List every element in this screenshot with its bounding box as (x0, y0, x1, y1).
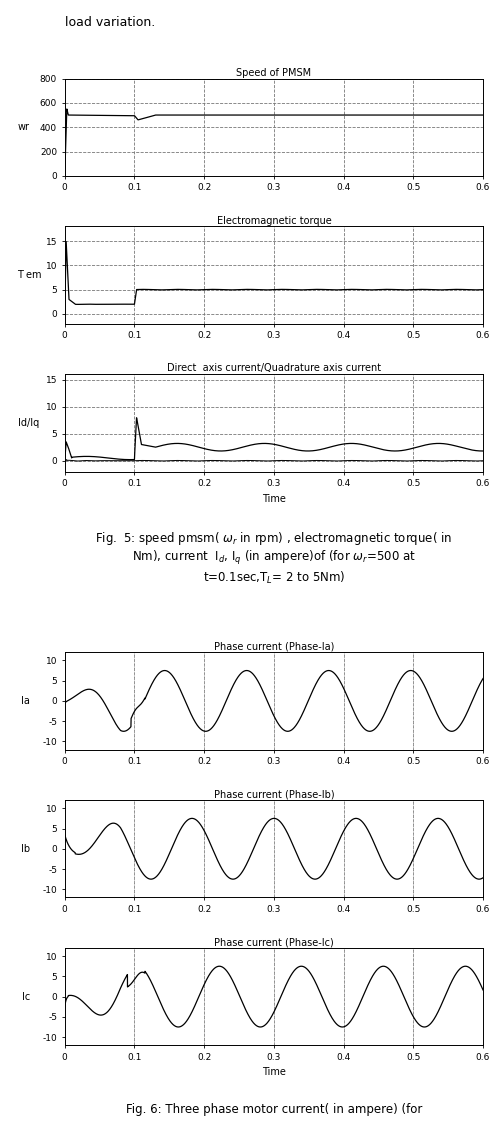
Y-axis label: Ib: Ib (21, 844, 30, 854)
Title: Speed of PMSM: Speed of PMSM (237, 68, 311, 78)
Y-axis label: Ic: Ic (21, 992, 30, 1002)
Text: Fig. 6: Three phase motor current( in ampere) (for: Fig. 6: Three phase motor current( in am… (125, 1102, 422, 1116)
Title: Electromagnetic torque: Electromagnetic torque (217, 215, 331, 226)
Text: load variation.: load variation. (65, 16, 155, 29)
Y-axis label: wr: wr (17, 122, 29, 132)
Title: Phase current (Phase-Ic): Phase current (Phase-Ic) (214, 937, 334, 948)
Title: Direct  axis current/Quadrature axis current: Direct axis current/Quadrature axis curr… (167, 363, 381, 373)
Title: Phase current (Phase-Ia): Phase current (Phase-Ia) (214, 642, 334, 652)
Y-axis label: T em: T em (17, 270, 41, 280)
Title: Phase current (Phase-Ib): Phase current (Phase-Ib) (214, 790, 334, 800)
X-axis label: Time: Time (262, 494, 286, 504)
Y-axis label: Id/Iq: Id/Iq (18, 417, 39, 428)
Y-axis label: Ia: Ia (21, 696, 30, 706)
Text: Fig.  5: speed pmsm( $\omega_r$ in rpm) , electromagnetic torque( in
Nm), curren: Fig. 5: speed pmsm( $\omega_r$ in rpm) ,… (95, 530, 453, 585)
X-axis label: Time: Time (262, 1067, 286, 1077)
